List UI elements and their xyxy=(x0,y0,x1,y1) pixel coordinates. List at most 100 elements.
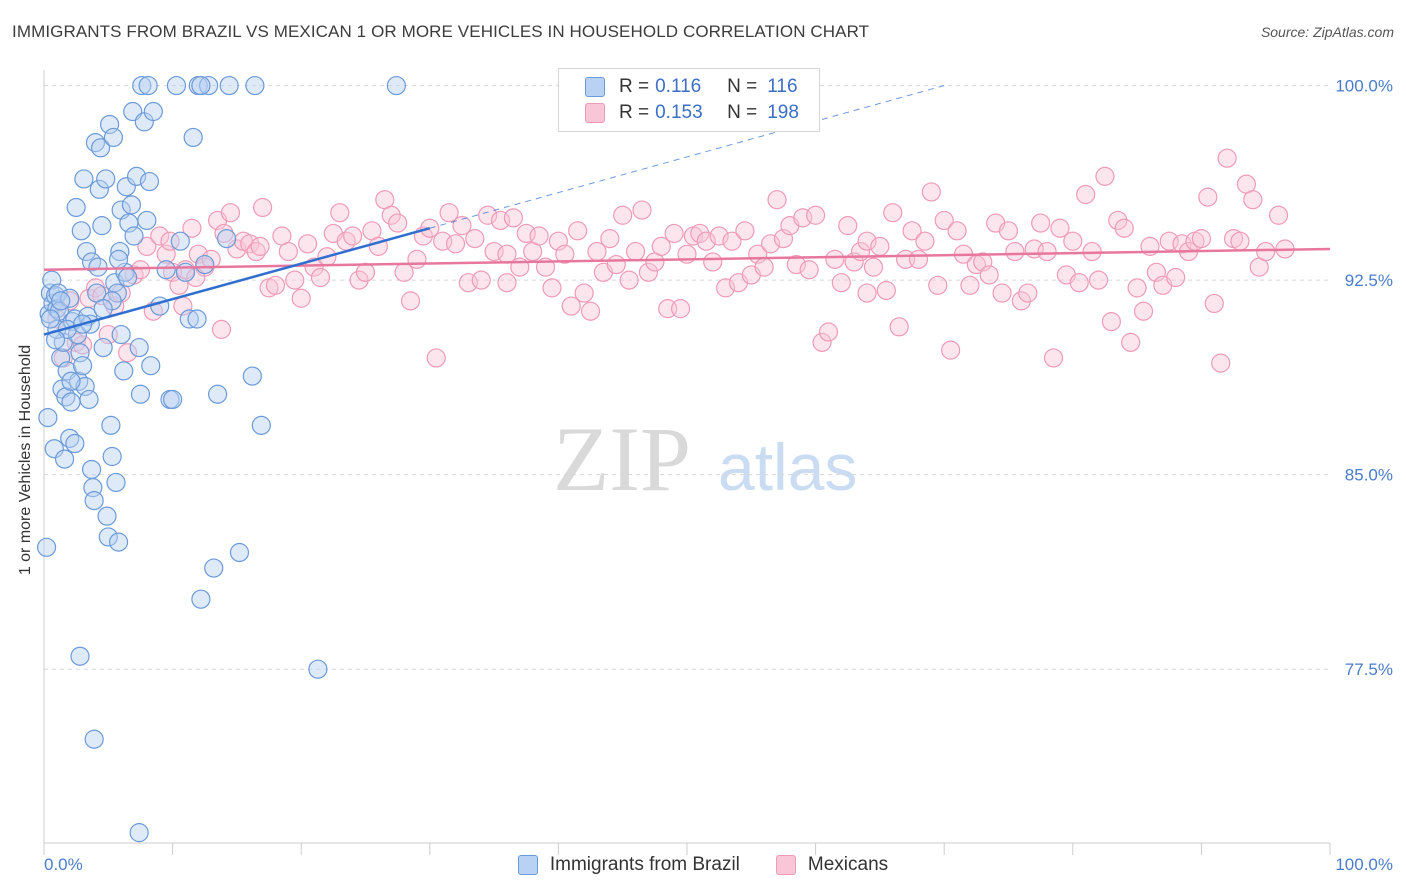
brazil-n-value: 116 xyxy=(767,76,798,97)
brazil-point xyxy=(129,337,149,358)
brazil-point xyxy=(96,169,116,189)
brazil-point xyxy=(143,101,163,122)
mexicans-swatch xyxy=(585,103,605,123)
mexicans-point xyxy=(1063,231,1083,251)
brazil-point xyxy=(61,392,81,412)
mexicans-point xyxy=(715,278,736,298)
mexicans-point xyxy=(555,244,575,264)
mexicans-point xyxy=(934,210,954,231)
n-label: N = xyxy=(727,76,758,97)
legend-row-mexicans: R = 0.153 N = 198 xyxy=(585,101,799,125)
mexicans-point xyxy=(625,241,646,262)
brazil-point xyxy=(76,241,97,262)
mexicans-point xyxy=(445,234,466,254)
brazil-r-value: 0.116 xyxy=(655,76,702,97)
mexicans-point xyxy=(1217,148,1237,168)
mexicans-n-value: 198 xyxy=(767,102,799,123)
mexicans-point xyxy=(1256,241,1276,262)
n-label: N = xyxy=(727,102,758,123)
mexicans-point xyxy=(388,213,408,233)
mexicans-point xyxy=(992,283,1012,303)
mexicans-point xyxy=(915,231,935,251)
mexicans-point xyxy=(407,249,427,269)
brazil-point xyxy=(98,527,118,547)
brazil-point xyxy=(106,472,126,493)
mexicans-point xyxy=(825,249,845,269)
mexicans-point xyxy=(754,257,774,277)
mexicans-point xyxy=(278,241,298,262)
mexicans-point xyxy=(947,221,967,241)
mexicans-point xyxy=(561,296,581,316)
brazil-point xyxy=(195,254,215,275)
brazil-point xyxy=(163,389,183,410)
mexicans-point xyxy=(883,203,903,223)
mexicans-point xyxy=(941,340,961,360)
brazil-point xyxy=(229,542,250,563)
mexicans-point xyxy=(889,317,909,337)
brazil-point xyxy=(204,558,224,578)
brazil-point xyxy=(132,75,152,96)
brazil-point xyxy=(81,459,102,480)
mexicans-point xyxy=(1076,184,1096,205)
brazil-point xyxy=(208,384,228,404)
legend-item-brazil[interactable]: Immigrants from Brazil xyxy=(517,852,740,878)
mexicans-point xyxy=(1127,278,1147,298)
y-tick-label: 85.0% xyxy=(1345,466,1393,485)
mexicans-point xyxy=(664,223,684,244)
mexicans-point xyxy=(1043,348,1064,368)
axes xyxy=(43,70,1331,855)
mexicans-point xyxy=(632,200,652,220)
mexicans-point xyxy=(568,221,588,241)
mexicans-trend-line xyxy=(43,247,1331,271)
mexicans-point xyxy=(709,226,729,246)
brazil-point xyxy=(121,195,142,215)
brazil-point xyxy=(66,197,86,218)
mexicans-point xyxy=(1133,301,1154,321)
correlation-legend: R = 0.116 N = 116 R = 0.153 N = 198 xyxy=(558,68,820,132)
brazil-point xyxy=(79,389,99,410)
brazil-point xyxy=(101,415,121,435)
brazil-point xyxy=(103,127,124,148)
mexicans-point xyxy=(497,273,517,293)
mexicans-r-value: 0.153 xyxy=(655,102,703,123)
mexicans-point xyxy=(1037,241,1057,262)
mexicans-point xyxy=(1230,231,1250,251)
brazil-point xyxy=(81,252,102,272)
mexicans-point xyxy=(638,262,659,282)
brazil-point xyxy=(97,506,117,526)
brazil-point xyxy=(40,309,61,329)
legend-item-mexicans[interactable]: Mexicans xyxy=(775,852,889,878)
mexicans-point xyxy=(651,236,671,256)
mexicans-point xyxy=(465,229,485,249)
brazil-point xyxy=(126,166,147,186)
brazil-point xyxy=(117,267,138,288)
mexicans-point xyxy=(381,205,401,225)
mexicans-point xyxy=(928,275,948,295)
mexicans-point xyxy=(137,236,157,256)
watermark-zip: ZIP xyxy=(553,408,691,510)
mexicans-point xyxy=(1243,190,1263,210)
mexicans-point xyxy=(117,343,138,363)
mexicans-point xyxy=(857,231,877,251)
mexicans-point xyxy=(265,275,286,295)
legend-label-mexicans: Mexicans xyxy=(807,854,889,875)
mexicans-point xyxy=(812,332,832,352)
mexicans-point xyxy=(960,275,980,295)
brazil-point xyxy=(129,823,149,843)
brazil-point xyxy=(71,221,91,241)
mexicans-point xyxy=(799,260,819,280)
mexicans-point xyxy=(831,273,851,293)
mexicans-point xyxy=(1050,218,1070,238)
grid-lines xyxy=(44,85,1330,670)
mexicans-point xyxy=(619,270,639,290)
brazil-point xyxy=(110,241,130,262)
mexicans-point xyxy=(857,283,877,303)
mexicans-point xyxy=(400,291,421,311)
brazil-point xyxy=(69,371,89,391)
brazil-point xyxy=(191,589,211,609)
brazil-point xyxy=(179,309,199,329)
brazil-point xyxy=(56,387,76,407)
mexicans-point xyxy=(786,254,806,275)
mexicans-point xyxy=(722,231,742,251)
mexicans-point xyxy=(227,239,247,259)
